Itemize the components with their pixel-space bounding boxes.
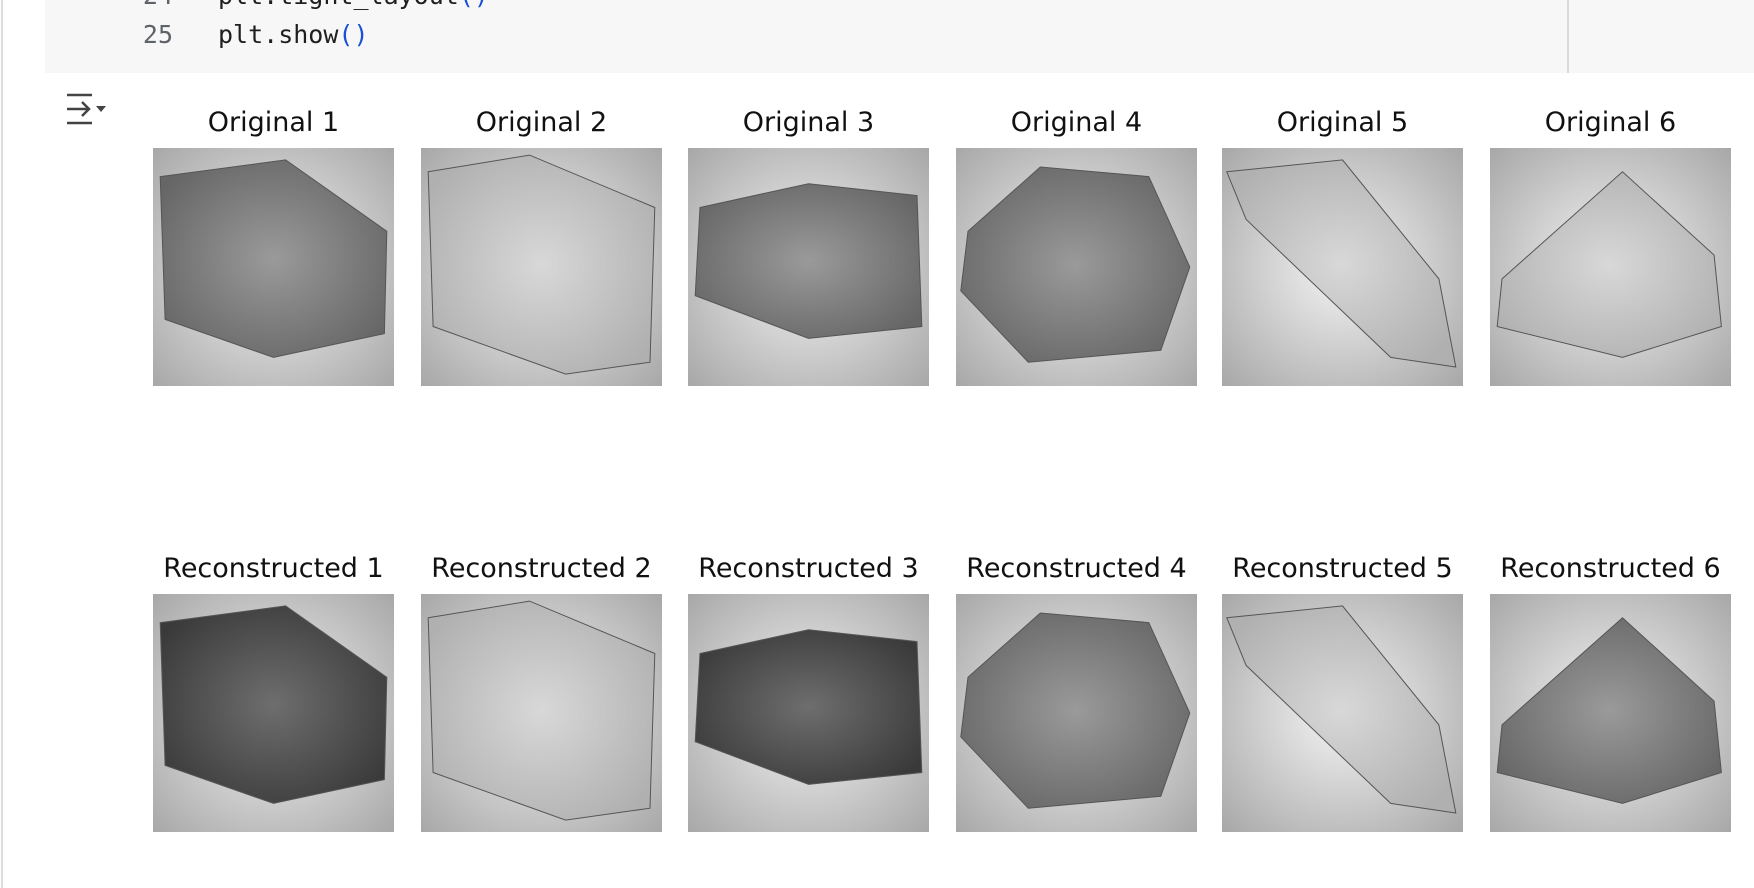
rock — [1226, 605, 1457, 814]
image — [153, 594, 394, 832]
output-toggle-icon[interactable] — [67, 93, 106, 125]
rock — [1226, 159, 1457, 368]
output-figure: Original 1 Original 2 Original 3 Original 4… — [153, 107, 1731, 832]
image — [1222, 594, 1463, 832]
rock — [159, 605, 388, 804]
image-title: Original 6 — [1545, 107, 1676, 138]
image — [153, 148, 394, 386]
rock — [694, 183, 923, 339]
rock — [427, 600, 656, 821]
image-title: Reconstructed 3 — [698, 553, 918, 584]
image-title: Reconstructed 5 — [1232, 553, 1452, 584]
image-title: Reconstructed 6 — [1500, 553, 1720, 584]
rock — [694, 629, 923, 785]
code-cell[interactable] — [45, 0, 1754, 73]
image — [1490, 594, 1731, 832]
code-line: plt.show() — [218, 20, 369, 49]
image-title: Reconstructed 2 — [431, 553, 651, 584]
code-token: () — [459, 0, 489, 10]
image-title: Reconstructed 4 — [966, 553, 1186, 584]
rock — [159, 159, 388, 358]
line-number: 25 — [143, 20, 173, 49]
code-token: () — [338, 20, 368, 49]
rock — [427, 154, 656, 375]
rock — [960, 166, 1191, 363]
image-title: Original 2 — [476, 107, 607, 138]
image — [421, 148, 662, 386]
code-line: plt.tight_layout() — [218, 0, 489, 10]
image-title: Original 4 — [1011, 107, 1142, 138]
line-number: 24 — [143, 0, 173, 10]
rock — [960, 612, 1191, 809]
image — [688, 594, 929, 832]
image — [956, 148, 1197, 386]
image-title: Reconstructed 1 — [163, 553, 383, 584]
rock — [1496, 617, 1722, 804]
image-title: Original 5 — [1277, 107, 1408, 138]
image-title: Original 3 — [743, 107, 874, 138]
rock — [1496, 171, 1722, 358]
code-token: plt.show — [218, 20, 339, 49]
image — [1222, 148, 1463, 386]
image — [1490, 148, 1731, 386]
image-title: Original 1 — [208, 107, 339, 138]
code-token: plt.tight_layout — [218, 0, 459, 10]
image — [421, 594, 662, 832]
image — [956, 594, 1197, 832]
image — [688, 148, 929, 386]
